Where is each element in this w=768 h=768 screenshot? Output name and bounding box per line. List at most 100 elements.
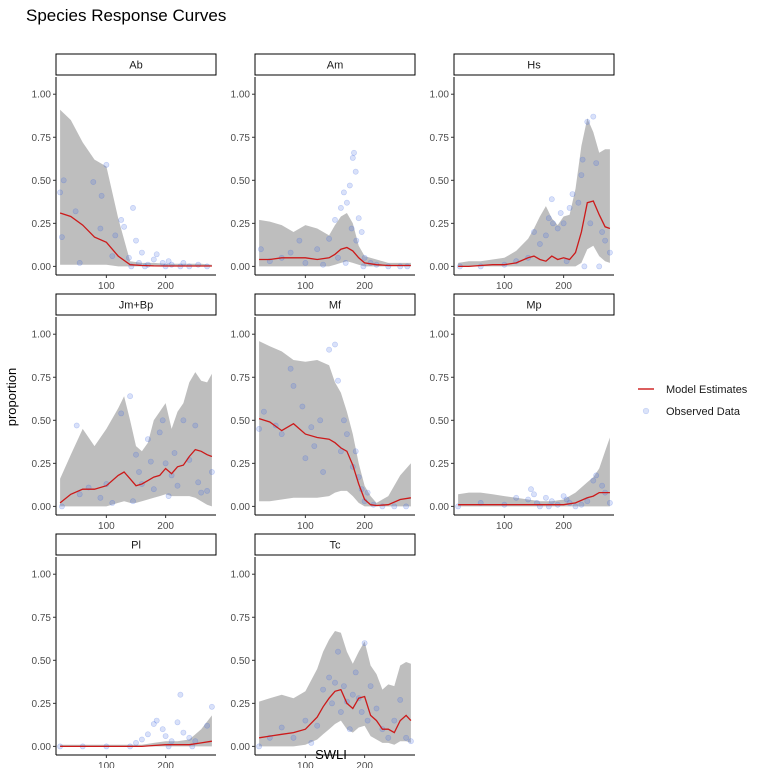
observed-point xyxy=(326,674,332,681)
observed-point xyxy=(385,263,392,270)
y-tick-label: 0.75 xyxy=(231,373,251,384)
observed-point xyxy=(118,410,125,417)
observed-point xyxy=(138,736,145,743)
panel-mp: Mp 0.00 0.25 0.50 0.75 1.00 100 200 xyxy=(430,293,615,532)
legend: Model Estimates Observed Data xyxy=(638,384,748,418)
observed-point xyxy=(590,477,597,484)
observed-point xyxy=(352,669,359,676)
facet-strip xyxy=(254,533,416,556)
observed-point xyxy=(204,722,210,729)
observed-point xyxy=(314,246,321,253)
x-axis-title: SWLI xyxy=(315,747,347,762)
y-tick-label: 0.75 xyxy=(430,373,450,384)
observed-point xyxy=(531,229,537,235)
observed-point xyxy=(360,263,367,270)
observed-point xyxy=(599,482,605,489)
observed-point xyxy=(76,491,83,498)
observed-point xyxy=(545,215,552,222)
observed-point xyxy=(73,422,80,429)
y-tick-label: 1.00 xyxy=(430,330,450,341)
observed-point xyxy=(599,229,605,235)
observed-point xyxy=(141,263,148,270)
x-tick-label: 200 xyxy=(356,281,373,292)
observed-point xyxy=(513,494,520,501)
confidence-ribbon xyxy=(259,213,411,267)
observed-point xyxy=(118,216,125,223)
observed-point xyxy=(320,469,326,475)
observed-point xyxy=(335,254,341,261)
observed-point xyxy=(159,726,166,733)
observed-point xyxy=(351,149,357,156)
observed-point xyxy=(543,494,549,501)
observed-point xyxy=(290,382,297,389)
x-tick-label: 100 xyxy=(98,761,115,768)
observed-point xyxy=(332,679,338,686)
observed-point xyxy=(320,686,326,693)
observed-point xyxy=(153,717,160,724)
observed-point xyxy=(156,429,163,436)
observed-point xyxy=(548,498,555,505)
observed-point xyxy=(278,724,285,731)
x-tick-label: 100 xyxy=(98,521,115,532)
observed-point xyxy=(256,743,262,750)
observed-point xyxy=(57,189,63,196)
x-tick-label: 100 xyxy=(297,281,314,292)
observed-point xyxy=(138,249,145,256)
observed-point xyxy=(391,717,398,724)
observed-point xyxy=(385,734,392,741)
observed-point xyxy=(109,499,116,506)
y-tick-label: 0.50 xyxy=(32,656,52,667)
panel-jm-bp: Jm+Bp 0.00 0.25 0.50 0.75 1.00 100 200 xyxy=(32,293,217,532)
observed-point xyxy=(121,223,127,230)
legend-label: Observed Data xyxy=(666,406,741,418)
y-tick-label: 0.50 xyxy=(430,416,450,427)
observed-point xyxy=(204,487,210,494)
facet-label: Mf xyxy=(329,300,342,312)
observed-point xyxy=(168,738,175,745)
y-tick-label: 1.00 xyxy=(430,90,450,101)
legend-entry-observed-data: Observed Data xyxy=(642,406,741,418)
observed-point xyxy=(192,422,199,429)
x-tick-label: 200 xyxy=(356,521,373,532)
observed-point xyxy=(144,731,151,738)
observed-point xyxy=(326,235,332,242)
observed-point xyxy=(329,700,335,707)
observed-point xyxy=(97,494,104,501)
y-tick-label: 0.00 xyxy=(231,742,251,753)
observed-point xyxy=(531,491,537,498)
observed-point xyxy=(302,259,309,266)
observed-point xyxy=(557,210,564,216)
x-tick-label: 100 xyxy=(297,521,314,532)
y-tick-label: 0.75 xyxy=(32,133,52,144)
x-tick-label: 200 xyxy=(157,281,174,292)
y-tick-label: 0.50 xyxy=(32,176,52,187)
observed-point xyxy=(364,489,371,496)
x-tick-label: 200 xyxy=(157,761,174,768)
observed-point xyxy=(355,215,362,222)
observed-point xyxy=(198,489,205,496)
facet-label: Jm+Bp xyxy=(119,300,154,312)
observed-point xyxy=(525,496,531,503)
observed-point xyxy=(103,161,110,168)
observed-point xyxy=(59,234,65,240)
observed-point xyxy=(112,232,119,239)
observed-point xyxy=(566,204,573,211)
y-tick-label: 0.00 xyxy=(32,262,52,273)
facet-label: Hs xyxy=(527,60,541,72)
observed-point xyxy=(593,160,600,166)
y-tick-label: 0.25 xyxy=(231,219,251,230)
observed-point xyxy=(352,168,359,175)
model-estimate-line xyxy=(258,688,412,739)
panel-hs: Hs 0.00 0.25 0.50 0.75 1.00 100 200 xyxy=(430,53,615,292)
observed-point xyxy=(159,417,166,424)
observed-point xyxy=(587,220,594,227)
y-tick-label: 0.00 xyxy=(32,502,52,513)
y-tick-label: 0.75 xyxy=(231,133,251,144)
panel-ab: Ab 0.00 0.25 0.50 0.75 1.00 100 200 xyxy=(32,53,217,292)
observed-point xyxy=(569,191,576,197)
observed-point xyxy=(528,486,534,493)
observed-point xyxy=(60,177,67,184)
y-tick-label: 0.75 xyxy=(32,613,52,624)
observed-point xyxy=(150,721,157,727)
